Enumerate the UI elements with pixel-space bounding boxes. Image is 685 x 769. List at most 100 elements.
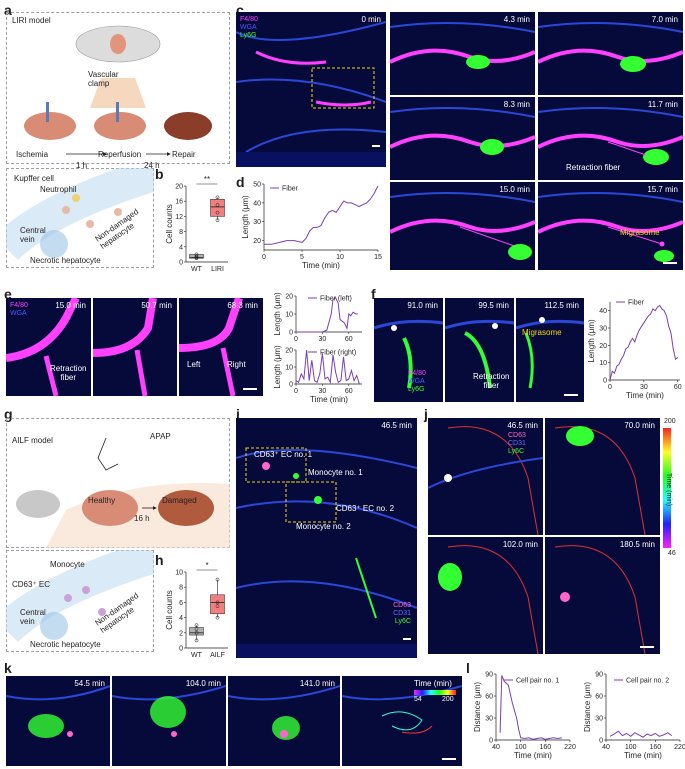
panel-l-chart-1: 40 100 160 220 0 30 60 90 Cell pair no. 1 Time (m…	[473, 672, 576, 761]
y-tick-label: 20	[599, 343, 607, 350]
y-axis-label: Cell counts	[165, 204, 174, 244]
panel-h-label: h	[155, 552, 164, 568]
j-cbar-min: 46	[668, 550, 676, 557]
healthy-label: Healthy	[88, 496, 116, 505]
data-point	[215, 195, 220, 200]
i-time: 46.5 min	[381, 421, 412, 430]
legend-label: Fiber	[628, 300, 645, 307]
k-cbar-max: 200	[442, 696, 454, 703]
e-channel-f480: F4/80	[10, 302, 28, 309]
x-tick-label: WT	[191, 652, 203, 659]
ailf-lobule-frame	[6, 550, 154, 652]
data-point	[194, 254, 199, 259]
f-time-0: 91.0 min	[407, 301, 438, 310]
panel-c-frame-4: 11.7 min Retraction fiber	[538, 97, 683, 180]
y-tick-label: 20	[175, 184, 183, 191]
x-tick-label: 0	[294, 388, 298, 395]
y-axis-label: Length (μm)	[273, 292, 282, 336]
j-time-1: 70.0 min	[624, 421, 655, 430]
box-body	[189, 254, 204, 259]
y-tick-label: 20	[285, 294, 293, 301]
panel-d-label: d	[236, 174, 245, 190]
x-tick-label: 40	[492, 744, 500, 751]
panel-k-label: k	[4, 660, 12, 676]
x-tick-label: 30	[640, 384, 648, 391]
y-tick-label: 30	[599, 326, 607, 333]
monocyte-label: Monocyte	[50, 560, 85, 569]
duration-1h: 1 h	[76, 161, 88, 170]
x-tick-label: WT	[191, 266, 203, 273]
legend-label: Fiber (left)	[320, 296, 352, 303]
f-time-2: 112.5 min	[544, 301, 579, 310]
c-time-1: 4.3 min	[503, 15, 530, 24]
liri-model-illustration	[24, 25, 212, 156]
panel-f-frame-3: 112.5 min Migrasome	[516, 298, 584, 402]
x-tick-label: 220	[564, 744, 576, 751]
y-axis-label: Distance (μm)	[473, 682, 482, 732]
data-point	[194, 623, 199, 628]
data-point	[194, 627, 199, 631]
y-tick-label: 20	[253, 238, 261, 245]
panel-c-label: c	[236, 2, 244, 18]
y-tick-label: 0	[599, 738, 603, 745]
data-point	[215, 604, 220, 609]
c-time-0: 0 min	[361, 15, 381, 24]
series-line	[296, 297, 358, 333]
k-cbar-title: Time (min)	[414, 679, 452, 688]
panel-j-frame-1: 46.5 min CD63 CD31 Ly6C	[428, 418, 543, 535]
f-channel-ly6g: Ly6G	[408, 386, 425, 393]
y-tick-label: 90	[485, 672, 493, 679]
ailf-lobule-illustration	[6, 550, 154, 643]
panel-c-frame-5: 15.0 min	[390, 182, 535, 270]
necrotic-hepatocyte-label: Necrotic hepatocyte	[30, 256, 101, 265]
data-point	[215, 218, 220, 223]
k-time-0: 54.5 min	[74, 679, 105, 688]
data-point	[194, 255, 199, 260]
x-tick-label: 60	[345, 336, 353, 343]
y-tick-label: 10	[285, 312, 293, 319]
legend-label: Fiber	[282, 186, 299, 193]
panel-d-line-chart: 0 5 10 15 20 30 40 50 Fiber Time (min) Length (μm)	[241, 182, 382, 271]
y-tick-label: 30	[253, 219, 261, 226]
panel-b-box-chart: 0 4 8 12 16 20 WT LIRI ** Cell counts	[165, 176, 228, 273]
x-tick-label: 0	[608, 384, 612, 391]
e-left-label: Left	[187, 360, 201, 369]
data-point	[194, 638, 199, 643]
f-channel-wga: WGA	[408, 378, 425, 385]
i-monocyte-2-label: Monocyte no. 2	[296, 522, 351, 531]
c-channel-f480: F4/80	[240, 16, 258, 23]
panel-i-label: i	[236, 406, 240, 422]
x-axis-label: Time (min)	[310, 395, 348, 404]
panel-c-overview-image: F4/80 WGA Ly6G 0 min	[236, 12, 386, 167]
e-right-label: Right	[227, 360, 246, 369]
x-tick-label: AILF	[210, 652, 225, 659]
y-tick-label: 60	[485, 694, 493, 701]
i-channel-ly6c: Ly6C	[394, 618, 411, 625]
j-time-3: 180.5 min	[619, 540, 655, 549]
x-tick-label: 220	[674, 744, 685, 751]
x-axis-label: Time (min)	[624, 751, 662, 760]
kupffer-cell-label: Kupffer cell	[14, 174, 54, 183]
scale-bar	[372, 145, 380, 147]
panel-k-frame-2: 104.0 min	[112, 676, 226, 766]
c-time-3: 8.3 min	[503, 100, 530, 109]
box-body	[210, 199, 225, 217]
panel-j-frame-4: 180.5 min	[545, 537, 660, 654]
step-reperfusion: Reperfusion	[98, 150, 142, 159]
y-tick-label: 90	[595, 672, 603, 679]
panel-e-frame-1: F4/80 WGA 15.0 min Retraction fiber	[6, 298, 91, 396]
x-axis-label: Time (min)	[514, 751, 552, 760]
panel-c-frame-1: 4.3 min	[390, 12, 535, 95]
y-axis-label: Cell counts	[165, 590, 174, 630]
panel-k-frame-4: Time (min) 54 200	[342, 676, 462, 766]
step-ischemia: Ischemia	[16, 150, 49, 159]
y-tick-label: 16	[175, 199, 183, 206]
significance-label: *	[205, 562, 208, 570]
c-time-2: 7.0 min	[651, 15, 678, 24]
duration-24h: 24 h	[144, 161, 160, 170]
series-line	[499, 675, 562, 740]
y-tick-label: 12	[175, 214, 183, 221]
k-time-1: 104.0 min	[185, 679, 221, 688]
ailf-model-title: AILF model	[12, 436, 53, 445]
y-tick-label: 2	[179, 630, 183, 637]
